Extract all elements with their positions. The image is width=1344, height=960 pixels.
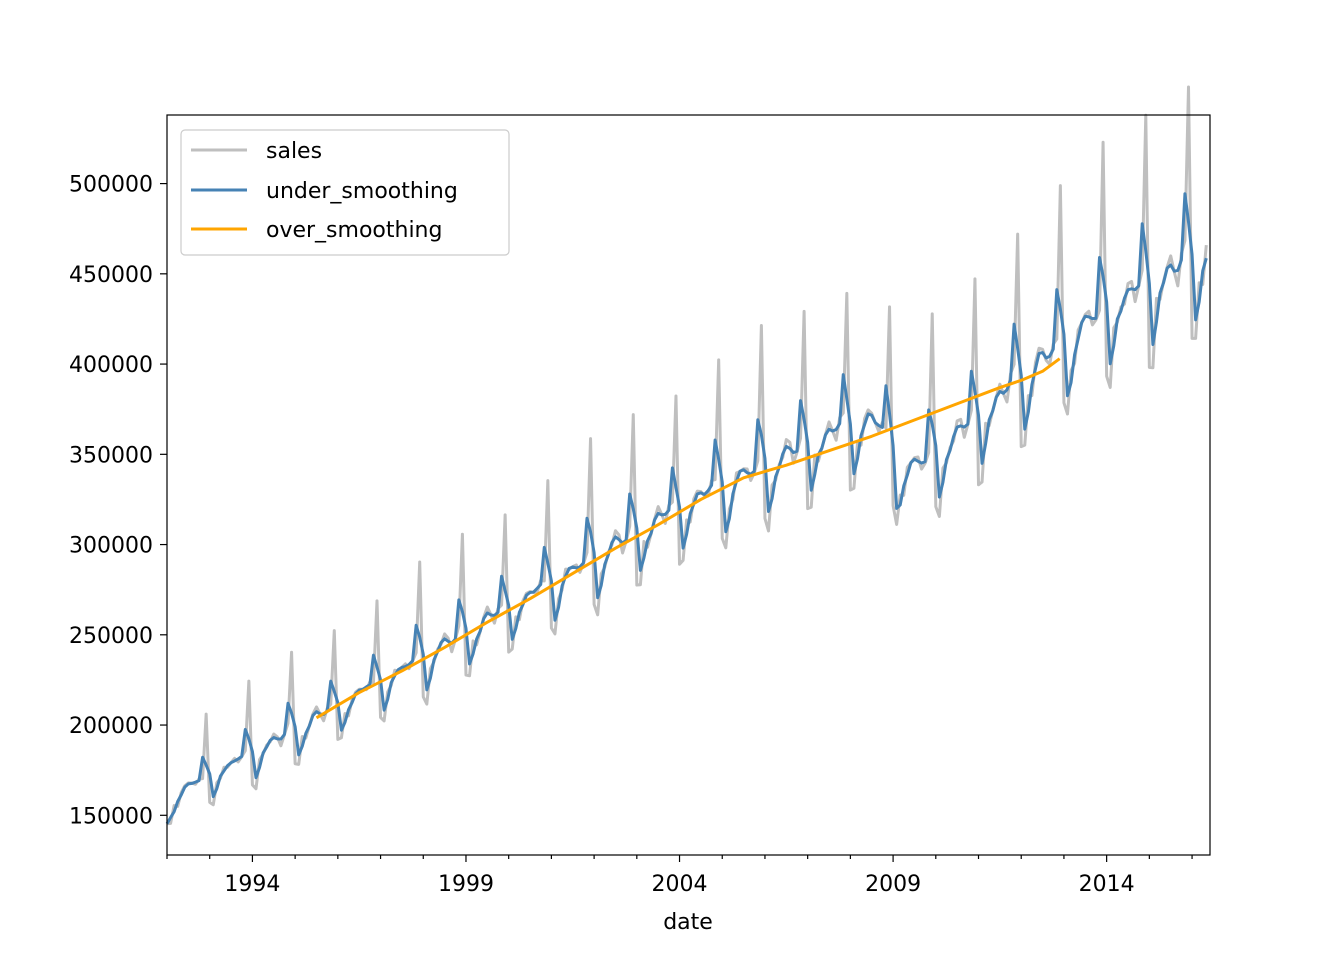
y-tick-label: 450000 — [69, 263, 153, 288]
x-axis-label: date — [663, 910, 713, 935]
series-line-over-smoothing — [315, 357, 1061, 720]
axes-frame — [166, 114, 1211, 856]
x-tick-label: 2004 — [652, 872, 708, 897]
x-tick-label: 2009 — [865, 872, 921, 897]
legend-box — [180, 129, 510, 256]
y-tick-label: 350000 — [69, 443, 153, 468]
x-tick-label: 1994 — [224, 872, 280, 897]
x-tick-label: 1999 — [438, 872, 494, 897]
legend: sales under_smoothing over_smoothing — [180, 129, 510, 256]
legend-label-sales: sales — [266, 139, 322, 164]
y-tick-label: 150000 — [69, 804, 153, 829]
legend-label-over-smoothing: over_smoothing — [266, 218, 442, 243]
y-tick-label: 500000 — [69, 173, 153, 198]
y-tick-label: 400000 — [69, 353, 153, 378]
y-tick-label: 250000 — [69, 624, 153, 649]
y-axis-ticks: 150000 200000 250000 300000 350000 400000 4500… — [69, 173, 167, 829]
series-line-under-smoothing — [165, 192, 1208, 825]
legend-label-under-smoothing: under_smoothing — [266, 179, 458, 204]
series-layer — [165, 85, 1208, 826]
y-tick-label: 200000 — [69, 714, 153, 739]
y-tick-label: 300000 — [69, 534, 153, 559]
x-axis-ticks: 1994 1999 2004 2009 2014 — [166, 855, 1193, 897]
x-tick-label: 2014 — [1079, 872, 1135, 897]
